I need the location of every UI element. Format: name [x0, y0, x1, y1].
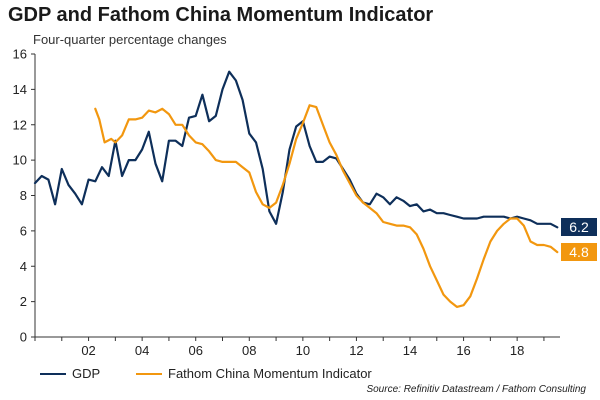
- y-tick-label: 12: [13, 117, 27, 132]
- x-tick-label: 06: [188, 343, 202, 358]
- x-tick-label: 18: [510, 343, 524, 358]
- y-tick-label: 4: [20, 259, 27, 274]
- y-tick-label: 6: [20, 223, 27, 238]
- x-tick-label: 10: [296, 343, 310, 358]
- chart-legend: GDP Fathom China Momentum Indicator: [0, 366, 600, 384]
- legend-label-gdp: GDP: [72, 366, 101, 381]
- x-tick-label: 04: [135, 343, 149, 358]
- y-tick-label: 2: [20, 294, 27, 309]
- chart-lines: [33, 70, 559, 308]
- y-tick-label: 8: [20, 188, 27, 203]
- x-tick-label: 12: [349, 343, 363, 358]
- gdp-series-line: [33, 70, 559, 229]
- y-tick-label: 10: [13, 153, 27, 168]
- gdp-end-value-label: 6.2: [561, 218, 597, 237]
- fathom-end-value-label: 4.8: [561, 243, 597, 262]
- chart-subtitle: Four-quarter percentage changes: [33, 32, 227, 47]
- source-note: Source: Refinitiv Datastream / Fathom Co…: [366, 384, 586, 395]
- x-tick-label: 08: [242, 343, 256, 358]
- x-tick-label: 02: [81, 343, 95, 358]
- legend-swatch-fathom: [136, 372, 162, 375]
- y-tick-label: 16: [13, 47, 27, 62]
- x-tick-label: 14: [403, 343, 417, 358]
- legend-item-gdp: GDP: [40, 366, 100, 381]
- x-tick-label: 16: [456, 343, 470, 358]
- fathom-series-line: [94, 104, 559, 308]
- legend-swatch-gdp: [40, 372, 66, 375]
- chart-title: GDP and Fathom China Momentum Indicator: [8, 4, 434, 26]
- legend-label-fathom: Fathom China Momentum Indicator: [168, 366, 372, 381]
- legend-item-fathom: Fathom China Momentum Indicator: [136, 366, 372, 381]
- y-tick-label: 14: [13, 82, 27, 97]
- y-tick-label: 0: [20, 330, 27, 345]
